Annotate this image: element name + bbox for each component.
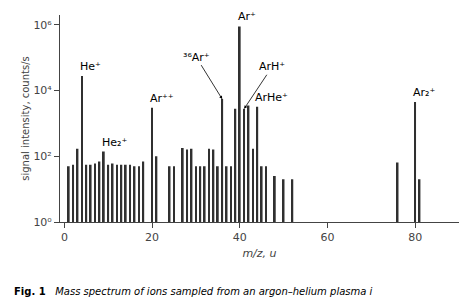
svg-text:10²: 10² (33, 150, 51, 163)
svg-text:80: 80 (408, 231, 422, 244)
svg-text:0: 0 (61, 231, 68, 244)
svg-text:He⁺: He⁺ (80, 60, 101, 73)
svg-text:signal intensity, counts/s: signal intensity, counts/s (20, 56, 31, 180)
svg-text:20: 20 (145, 231, 159, 244)
svg-text:³⁶Ar⁺: ³⁶Ar⁺ (183, 51, 210, 64)
svg-text:m/z, u: m/z, u (242, 247, 276, 260)
svg-text:Ar⁺: Ar⁺ (238, 10, 256, 23)
svg-text:He₂⁺: He₂⁺ (102, 136, 127, 149)
svg-text:40: 40 (233, 231, 247, 244)
svg-text:Ar₂⁺: Ar₂⁺ (413, 86, 435, 99)
svg-text:10⁶: 10⁶ (33, 19, 52, 32)
svg-text:ArHe⁺: ArHe⁺ (255, 91, 288, 104)
svg-text:ArH⁺: ArH⁺ (259, 60, 285, 73)
svg-text:Ar⁺⁺: Ar⁺⁺ (150, 92, 174, 105)
svg-text:60: 60 (320, 231, 334, 244)
svg-text:Fig. 1 Mass spectrum of ions: Fig. 1 Mass spectrum of ions sampled fro… (14, 286, 373, 297)
svg-text:10⁰: 10⁰ (33, 216, 52, 229)
svg-text:10⁴: 10⁴ (33, 84, 52, 97)
